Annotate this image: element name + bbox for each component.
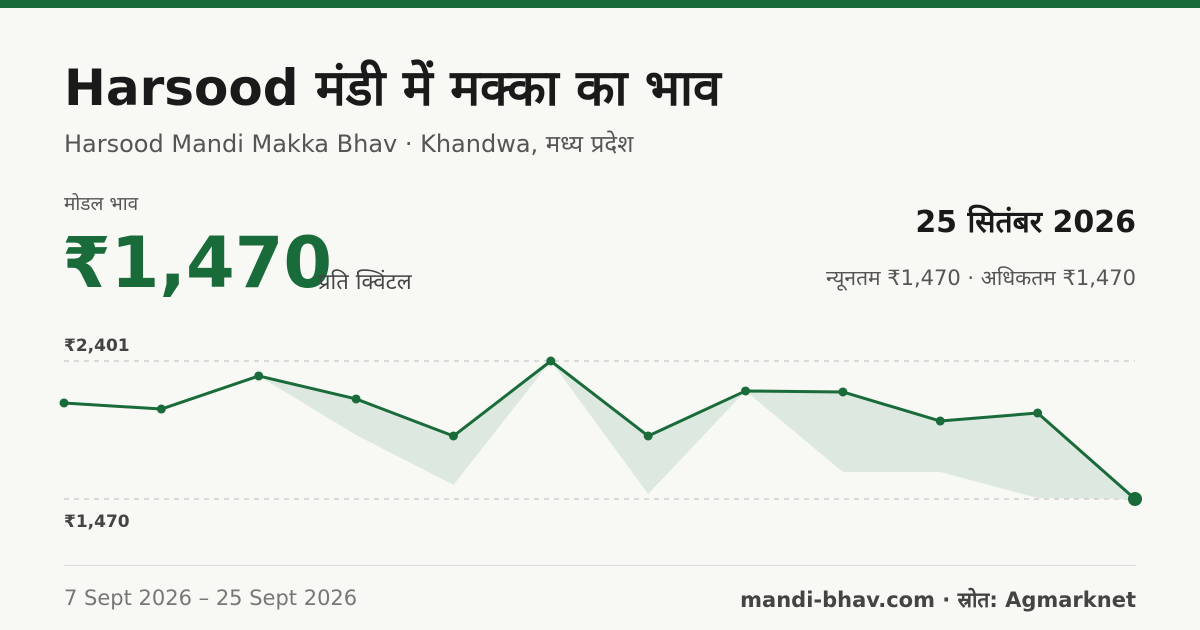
point <box>59 398 69 408</box>
y-tick-label: ₹2,401 <box>64 336 130 356</box>
subtitle: Harsood Mandi Makka Bhav · Khandwa, मध्य… <box>64 130 634 158</box>
range-band <box>64 361 1135 499</box>
point <box>254 371 264 381</box>
point <box>546 356 556 366</box>
min-max: न्यूनतम ₹1,470 · अधिकतम ₹1,470 <box>826 266 1136 290</box>
point <box>643 431 653 441</box>
point <box>838 387 848 397</box>
price-label: मोडल भाव <box>64 193 139 215</box>
point <box>1128 492 1142 506</box>
point <box>741 386 751 396</box>
y-tick-label: ₹1,470 <box>64 512 130 532</box>
price-line <box>63 359 1136 501</box>
price: ₹1,470 <box>62 222 333 304</box>
point <box>156 404 166 414</box>
point <box>448 431 458 441</box>
top-bar <box>0 0 1200 8</box>
divider <box>64 565 1136 566</box>
point <box>1033 408 1043 418</box>
date: 25 सितंबर 2026 <box>915 205 1136 240</box>
title: Harsood मंडी में मक्का का भाव <box>64 59 721 117</box>
source: mandi-bhav.com · स्रोत: Agmarknet <box>740 588 1136 612</box>
unit: प्रति क्विंटल <box>318 270 412 295</box>
point <box>351 394 361 404</box>
period: 7 Sept 2026 – 25 Sept 2026 <box>64 586 358 610</box>
point <box>935 416 945 426</box>
